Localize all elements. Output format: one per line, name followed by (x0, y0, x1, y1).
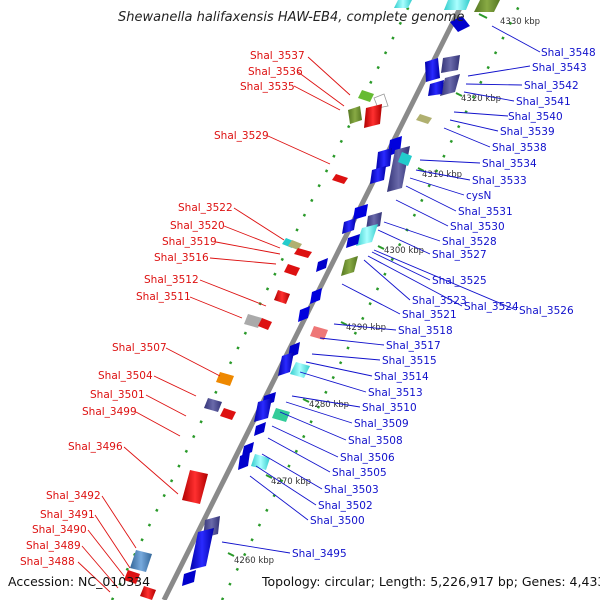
gene-label-shal-3541: Shal_3541 (516, 96, 571, 108)
gene-label-shal-3537: Shal_3537 (250, 50, 305, 62)
reverse-leaders (221, 25, 541, 554)
gene-label-shal-3510: Shal_3510 (362, 402, 417, 414)
gene-label-cysn: cysN (466, 190, 491, 202)
reverse-labels: Shal_3548 Shal_3543 Shal_3542 Shal_3541 … (292, 47, 596, 560)
gene-label-shal-3512: Shal_3512 (144, 274, 199, 286)
gene-label-shal-3525: Shal_3525 (432, 275, 487, 287)
gene-label-shal-3523: Shal_3523 (412, 295, 467, 307)
gene-label-shal-3506: Shal_3506 (340, 452, 395, 464)
gene-label-shal-3543: Shal_3543 (532, 62, 587, 74)
gene-label-shal-3534: Shal_3534 (482, 158, 537, 170)
gene-label-shal-3539: Shal_3539 (500, 126, 555, 138)
gene-label-shal-3509: Shal_3509 (354, 418, 409, 430)
gene-label-shal-3531: Shal_3531 (458, 206, 513, 218)
gene-label-shal-3495: Shal_3495 (292, 548, 347, 560)
gene-label-shal-3522: Shal_3522 (178, 202, 233, 214)
tick-label: 4260 kbp (234, 556, 274, 566)
gene-label-shal-3488: Shal_3488 (20, 556, 75, 568)
gene-label-shal-3515: Shal_3515 (382, 355, 437, 367)
tick-label: 4280 kbp (309, 400, 349, 410)
gene-label-shal-3520: Shal_3520 (170, 220, 225, 232)
tick-label: 4270 kbp (271, 477, 311, 487)
gene-label-shal-3500: Shal_3500 (310, 515, 365, 527)
gene-label-shal-3529: Shal_3529 (214, 130, 269, 142)
gene-label-shal-3524: Shal_3524 (464, 301, 519, 313)
gene-label-shal-3536: Shal_3536 (248, 66, 303, 78)
tick-label: 4330 kbp (500, 17, 540, 27)
tick-label: 4290 kbp (346, 323, 386, 333)
gene-label-shal-3508: Shal_3508 (348, 435, 403, 447)
gene-label-shal-3503: Shal_3503 (324, 484, 379, 496)
gene-label-shal-3528: Shal_3528 (442, 236, 497, 248)
gene-label-shal-3538: Shal_3538 (492, 142, 547, 154)
gene-label-shal-3502: Shal_3502 (318, 500, 373, 512)
topology-text: Topology: circular; Length: 5,226,917 bp… (261, 574, 600, 589)
tick-label: 4300 kbp (384, 246, 424, 256)
gene-label-shal-3530: Shal_3530 (450, 221, 505, 233)
gene-label-shal-3542: Shal_3542 (524, 80, 579, 92)
chart-title: Shewanella halifaxensis HAW-EB4, complet… (118, 10, 464, 25)
gene-label-shal-3505: Shal_3505 (332, 467, 387, 479)
gene-label-shal-3504: Shal_3504 (98, 370, 153, 382)
gene-label-shal-3511: Shal_3511 (136, 291, 191, 303)
tick-label: 4320 kbp (461, 94, 501, 104)
gene-label-shal-3533: Shal_3533 (472, 175, 527, 187)
gene-label-shal-3518: Shal_3518 (398, 325, 453, 337)
forward-labels: Shal_3537 Shal_3536 Shal_3535 Shal_3529 … (20, 50, 305, 568)
gene-label-shal-3535: Shal_3535 (240, 81, 295, 93)
gene-label-shal-3517: Shal_3517 (386, 340, 441, 352)
gene-label-shal-3492: Shal_3492 (46, 490, 101, 502)
gene-label-shal-3519: Shal_3519 (162, 236, 217, 248)
gene-label-shal-3499: Shal_3499 (82, 406, 137, 418)
gene-label-shal-3491: Shal_3491 (40, 509, 95, 521)
gene-label-shal-3489: Shal_3489 (26, 540, 81, 552)
gene-label-shal-3514: Shal_3514 (374, 371, 429, 383)
forward-leaders (77, 56, 351, 593)
gene-label-shal-3521: Shal_3521 (402, 309, 457, 321)
gene-label-shal-3490: Shal_3490 (32, 524, 87, 536)
gene-label-shal-3540: Shal_3540 (508, 111, 563, 123)
gene-label-shal-3496: Shal_3496 (68, 441, 123, 453)
reverse-features (182, 0, 500, 586)
gene-label-shal-3513: Shal_3513 (368, 387, 423, 399)
gene-label-shal-3501: Shal_3501 (90, 389, 145, 401)
gene-label-shal-3526: Shal_3526 (519, 305, 574, 317)
gene-label-shal-3507: Shal_3507 (112, 342, 167, 354)
gene-label-shal-3516: Shal_3516 (154, 252, 209, 264)
gene-label-shal-3548: Shal_3548 (541, 47, 596, 59)
gene-label-shal-3527: Shal_3527 (432, 249, 487, 261)
forward-features (124, 0, 412, 600)
accession-text: Accession: NC_010334 (8, 574, 150, 589)
